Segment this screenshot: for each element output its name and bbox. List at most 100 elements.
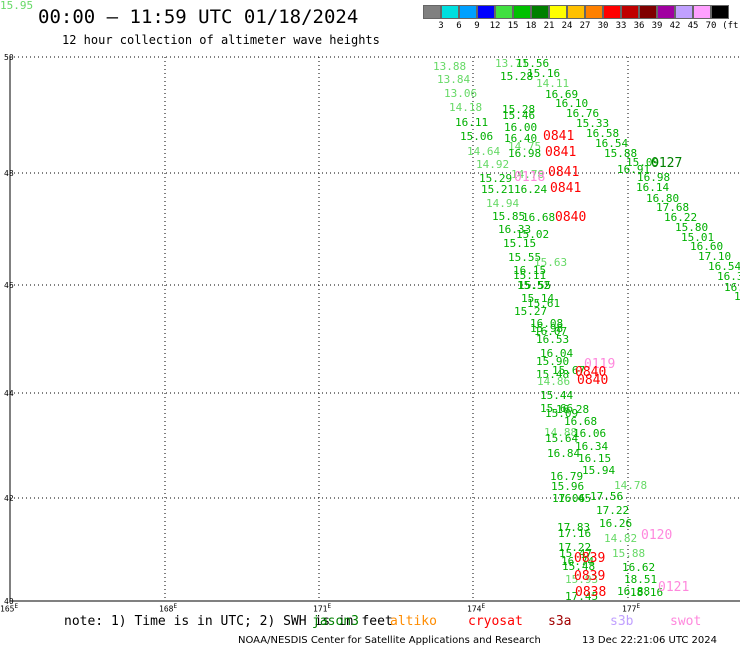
wave-height-value: 14.78 [614, 479, 648, 492]
colorbar-swatch [639, 5, 657, 19]
colorbar-swatch [495, 5, 513, 19]
wave-height-value: 14.94 [486, 197, 520, 210]
map-subtitle: 12 hour collection of altimeter wave hei… [62, 33, 380, 47]
wave-height-value: 15.52 [517, 279, 551, 292]
longitude-suffix: E [481, 603, 486, 610]
wave-height-value: 16.62 [622, 561, 656, 574]
wave-height-value: 15.28 [500, 70, 534, 83]
colorbar-label: 39 [651, 21, 663, 31]
wave-height-value: 15.55 [518, 279, 552, 292]
wave-height-value: 17.10 [698, 250, 732, 263]
wave-height-value: 13.84 [437, 73, 471, 86]
colorbar-label: 18 [525, 21, 537, 31]
wave-height-value: 14.18 [449, 101, 483, 114]
map-title: 00:00 — 11:59 UTC 01/18/2024 [38, 6, 359, 28]
wave-height-value: 16.10 [555, 97, 589, 110]
wave-height-value: 16.68 [564, 415, 598, 428]
footnote: note: 1) Time is in UTC; 2) SWH is in fe… [64, 614, 393, 629]
pass-time-label: 0119 [584, 357, 616, 372]
wave-height-value: 16.58 [586, 127, 620, 140]
legend-entry-cryosat: cryosat [468, 614, 523, 629]
pass-time-label: 0127 [651, 156, 683, 171]
pass-time-label: 0841 [548, 165, 580, 180]
colorbar-label: 6 [456, 21, 462, 31]
wave-height-value: 15.15 [503, 237, 537, 250]
colorbar-label: 9 [474, 21, 480, 31]
colorbar-swatch [531, 5, 549, 19]
longitude-value: 174 [467, 604, 482, 614]
latitude-label: 44 [4, 389, 14, 398]
pass-time-label: 0841 [545, 145, 577, 160]
colorbar-swatch [441, 5, 459, 19]
wave-height-value: 16.26 [599, 517, 633, 530]
colorbar-swatch [459, 5, 477, 19]
wave-height-value: 15.02 [516, 228, 550, 241]
colorbar-label: 24 [561, 21, 573, 31]
wave-height-value: 1 [734, 290, 740, 303]
longitude-value: 171 [313, 604, 328, 614]
wave-height-value: 18.16 [630, 586, 664, 599]
wave-height-value: 15.48 [562, 560, 596, 573]
colorbar-swatch [603, 5, 621, 19]
pass-time-label: 0839 [574, 569, 606, 584]
longitude-value: 168 [159, 604, 174, 614]
longitude-label: 168E [159, 603, 177, 614]
wave-height-value: 15.09 [545, 407, 579, 420]
wave-height-value: 16.34 [575, 440, 609, 453]
wave-height-value: 16.07 [534, 325, 568, 338]
wave-height-value: 15.44 [540, 389, 574, 402]
colorbar-swatch [567, 5, 585, 19]
wave-height-value: 15.29 [479, 172, 513, 185]
colorbar-label: 12 [489, 21, 501, 31]
wave-height-value: 16.33 [498, 223, 532, 236]
wave-height-value: 16.15 [578, 452, 612, 465]
wave-height-value: 16.54 [708, 260, 740, 273]
wave-height-value: 16.06 [573, 427, 607, 440]
wave-height-value: 15.48 [536, 368, 570, 381]
pass-time-label: 0120 [641, 528, 673, 543]
colorbar-swatch [585, 5, 603, 19]
colorbar-swatch [621, 5, 639, 19]
longitude-suffix: E [327, 603, 332, 610]
wave-height-value: 16.00 [504, 121, 538, 134]
colorbar-swatch [477, 5, 495, 19]
wave-height-value: 14.82 [604, 532, 638, 545]
longitude-label: 171E [313, 603, 331, 614]
wave-height-value: 13.88 [433, 60, 467, 73]
wave-height-value: 18.51 [624, 573, 658, 586]
colorbar-label: 27 [579, 21, 591, 31]
wave-height-value: 15.01 [681, 231, 715, 244]
wave-height-value: 16.15 [513, 264, 547, 277]
wave-height-value: 14.11 [536, 77, 570, 90]
wave-height-value: 15.90 [536, 355, 570, 368]
wave-height-value: 17.22 [596, 504, 630, 517]
pass-time-label: 0841 [543, 129, 575, 144]
pass-time-label: 0121 [658, 580, 690, 595]
wave-height-value: 15.61 [527, 297, 561, 310]
colorbar-label: 15 [507, 21, 519, 31]
wave-height-value: 16.04 [540, 347, 574, 360]
colorbar-label: 45 [687, 21, 699, 31]
wave-height-value: 16.45 [558, 492, 592, 505]
wave-height-value: 15.88 [604, 147, 638, 160]
wave-height-value: 16.24 [514, 183, 548, 196]
colorbar-label: 42 [669, 21, 681, 31]
wave-height-value: 15.27 [514, 305, 548, 318]
longitude-suffix: E [173, 603, 178, 610]
wave-height-value: 14.86 [537, 375, 571, 388]
wave-height-value: 17.83 [557, 521, 591, 534]
wave-height-value: 15.80 [675, 221, 709, 234]
wave-height-value: 15.95 [0, 0, 34, 12]
wave-height-value: 15.28 [502, 103, 536, 116]
longitude-suffix: E [636, 603, 641, 610]
wave-height-value: 15.56 [516, 57, 550, 70]
wave-height-value: 15.16 [527, 67, 561, 80]
wave-height-value: 16.60 [690, 240, 724, 253]
wave-height-value: 15.21 [481, 183, 515, 196]
colorbar-label: 3 [438, 21, 444, 31]
wave-height-value: 13.06 [444, 87, 478, 100]
longitude-value: 177 [622, 604, 637, 614]
wave-height-value: 16.54 [595, 137, 629, 150]
wave-height-value: 16.88 [617, 585, 651, 598]
